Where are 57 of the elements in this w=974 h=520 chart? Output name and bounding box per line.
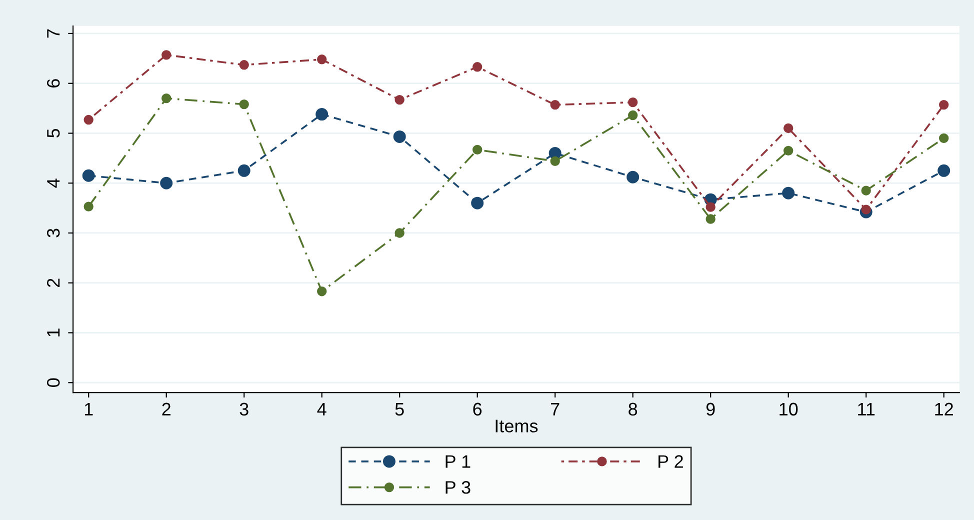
- x-tick-label: 1: [84, 402, 93, 416]
- y-tick-label: 0: [46, 378, 60, 387]
- point: [316, 54, 327, 64]
- point: [84, 202, 94, 212]
- point: [550, 100, 560, 110]
- legend-label: P 3: [446, 481, 470, 494]
- point: [472, 62, 482, 72]
- point: [706, 214, 716, 224]
- point: [238, 164, 250, 177]
- x-tick-label: 11: [858, 402, 875, 416]
- point: [394, 228, 404, 238]
- point: [861, 204, 871, 214]
- point: [938, 100, 949, 110]
- y-tick-label: 3: [46, 228, 60, 238]
- point: [239, 60, 249, 70]
- x-tick-label: 9: [706, 402, 715, 416]
- point: [626, 170, 640, 184]
- point: [861, 186, 871, 196]
- x-tick-label: 6: [473, 402, 482, 416]
- point: [161, 93, 172, 104]
- point: [782, 186, 795, 200]
- y-tick-label: 6: [46, 79, 60, 88]
- x-tick-label: 12: [935, 402, 953, 416]
- x-tick-label: 8: [628, 402, 638, 416]
- y-tick-label: 5: [47, 128, 60, 138]
- point: [783, 123, 794, 134]
- x-tick-label: 3: [240, 402, 248, 416]
- point: [84, 114, 94, 125]
- point: [706, 202, 716, 212]
- point: [161, 50, 172, 60]
- x-tick-label: 7: [551, 402, 560, 416]
- point: [239, 99, 249, 110]
- x-axis-title: Items: [496, 420, 538, 432]
- y-tick-label: 7: [47, 29, 60, 38]
- x-tick-label: 4: [317, 402, 326, 416]
- y-tick-label: 4: [47, 178, 60, 188]
- point: [550, 156, 560, 166]
- x-tick-label: 10: [780, 402, 798, 416]
- x-tick-label: 2: [162, 402, 170, 416]
- legend-label: P 2: [658, 455, 683, 468]
- point: [938, 133, 949, 144]
- point: [82, 169, 95, 182]
- point: [783, 146, 794, 156]
- point: [628, 110, 638, 120]
- point: [316, 286, 327, 296]
- point: [160, 176, 173, 190]
- point: [472, 144, 482, 155]
- x-tick-label: 5: [395, 402, 404, 416]
- legend-label: P 1: [446, 455, 470, 468]
- point: [393, 130, 406, 143]
- y-tick-label: 2: [46, 278, 60, 287]
- point: [394, 94, 404, 105]
- y-tick-label: 1: [47, 328, 60, 336]
- point: [471, 196, 484, 210]
- point: [938, 164, 950, 177]
- point: [316, 108, 328, 121]
- point: [628, 97, 638, 108]
